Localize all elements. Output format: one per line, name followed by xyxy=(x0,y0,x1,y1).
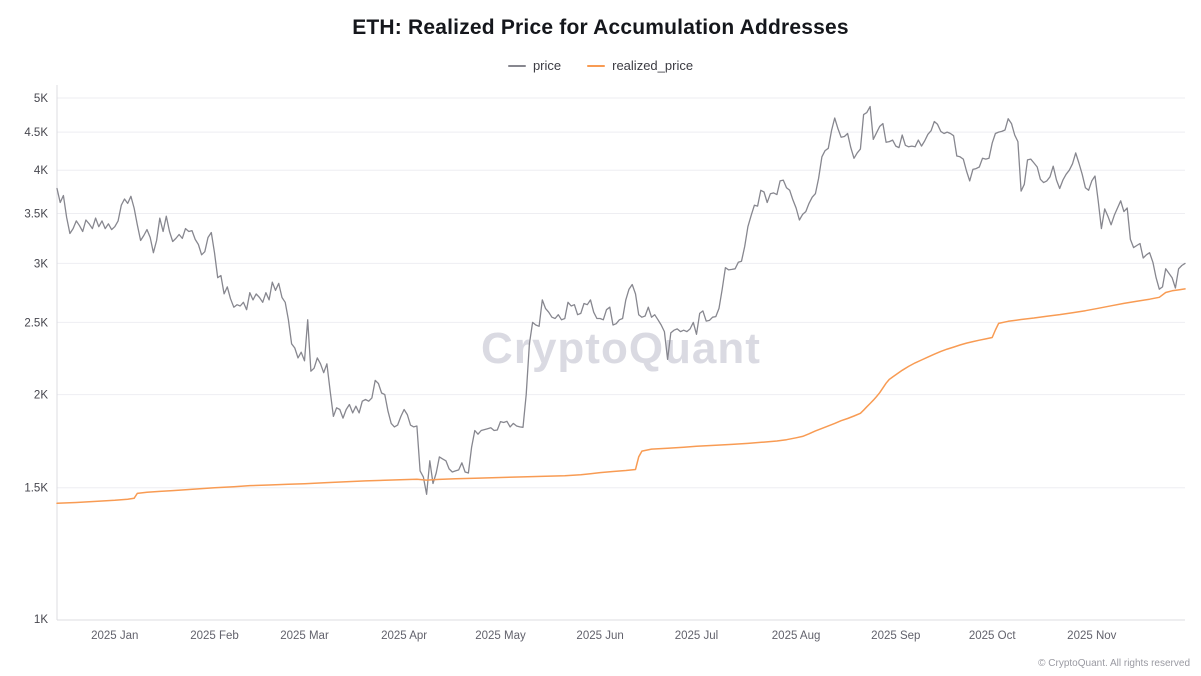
legend: price realized_price xyxy=(0,58,1201,73)
copyright-notice: © CryptoQuant. All rights reserved xyxy=(1038,658,1190,669)
y-axis-tick-label: 1K xyxy=(34,614,48,626)
x-axis-tick-label: 2025 May xyxy=(475,630,526,642)
y-axis-tick-label: 1.5K xyxy=(24,483,48,495)
realized_price-line xyxy=(56,288,1186,504)
chart-title: ETH: Realized Price for Accumulation Add… xyxy=(352,16,849,39)
y-axis-tick-label: 3K xyxy=(34,258,48,270)
legend-label-realized-price: realized_price xyxy=(612,58,694,73)
price-line-swatch xyxy=(507,64,526,67)
y-axis-tick-label: 5K xyxy=(34,93,48,105)
y-axis-tick-label: 2K xyxy=(34,390,48,402)
realized-price-line-swatch xyxy=(587,64,606,67)
price-line xyxy=(56,105,1186,495)
x-axis-tick-label: 2025 Apr xyxy=(381,630,427,642)
x-axis-tick-label: 2025 Mar xyxy=(280,630,329,642)
x-axis-tick-label: 2025 Jan xyxy=(91,630,138,642)
x-axis-tick-label: 2025 Sep xyxy=(871,630,920,642)
legend-item-price[interactable]: price xyxy=(507,58,562,73)
y-axis-tick-label: 4K xyxy=(34,165,48,177)
x-axis-tick-label: 2025 Feb xyxy=(190,630,239,642)
x-axis-tick-label: 2025 Aug xyxy=(772,630,821,642)
x-axis-tick-label: 2025 Nov xyxy=(1067,630,1116,642)
x-axis-tick-label: 2025 Jun xyxy=(576,630,623,642)
y-axis-tick-label: 2.5K xyxy=(24,317,48,329)
legend-item-realized-price[interactable]: realized_price xyxy=(587,58,693,73)
x-axis-tick-label: 2025 Oct xyxy=(969,630,1016,642)
x-axis-tick-label: 2025 Jul xyxy=(675,630,718,642)
legend-label-price: price xyxy=(532,58,562,73)
y-axis-tick-label: 4.5K xyxy=(24,127,48,139)
y-axis-tick-label: 3.5K xyxy=(24,209,48,221)
